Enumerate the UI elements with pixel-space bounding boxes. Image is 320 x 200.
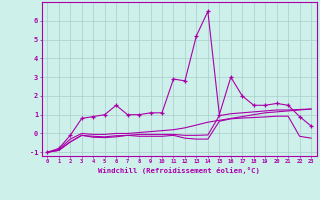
X-axis label: Windchill (Refroidissement éolien,°C): Windchill (Refroidissement éolien,°C) (98, 167, 260, 174)
